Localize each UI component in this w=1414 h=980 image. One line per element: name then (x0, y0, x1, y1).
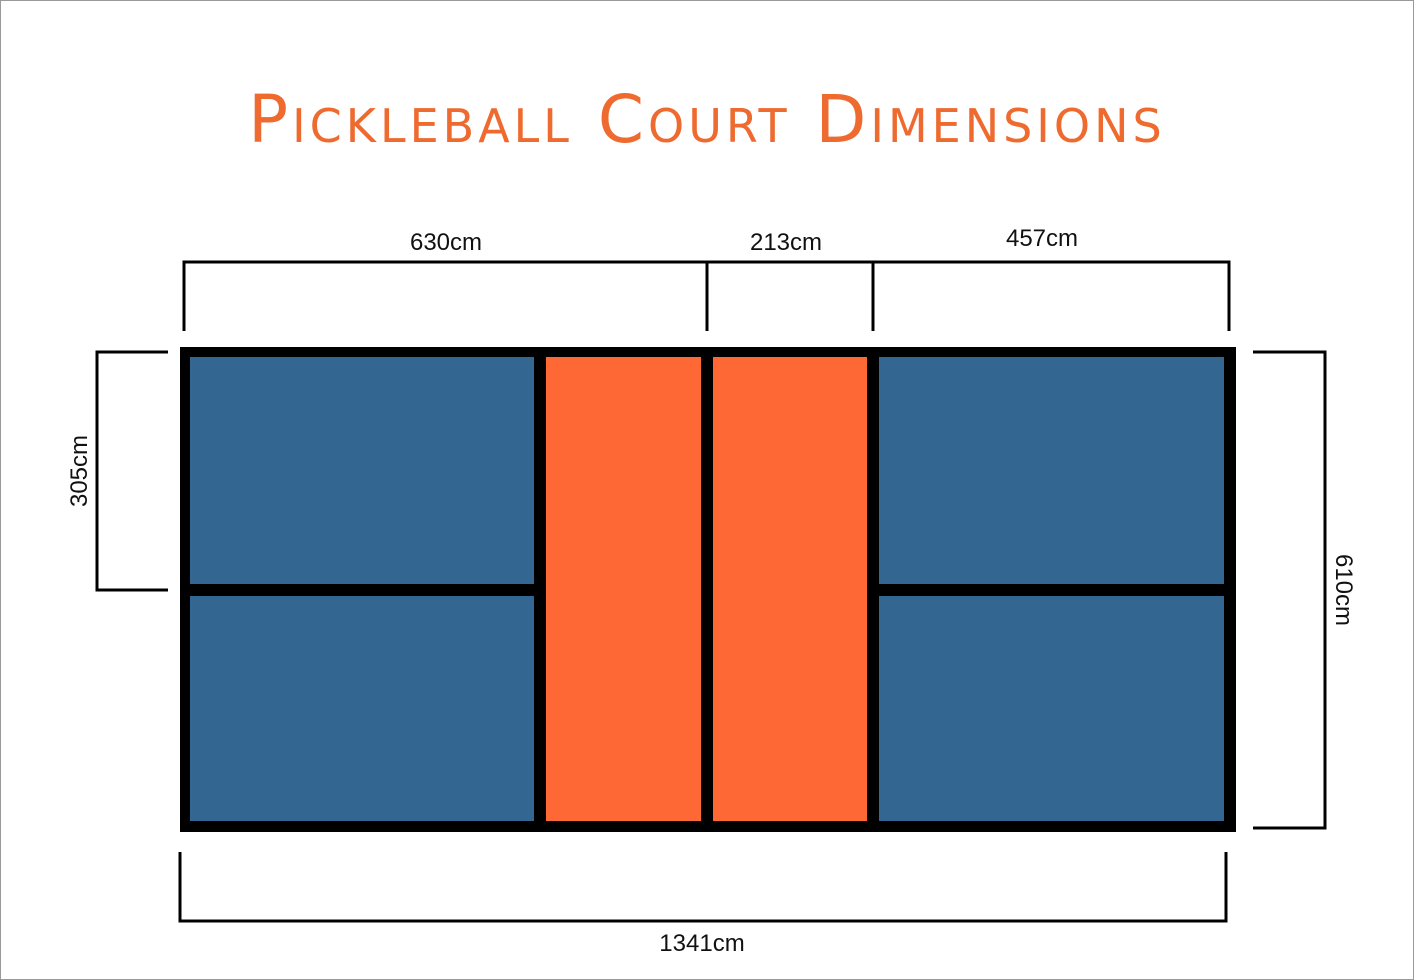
bottom-dimension-line (178, 852, 1228, 923)
kitchen-right (713, 357, 867, 821)
kitchen-left (546, 357, 701, 821)
label-kitchen-width: 213cm (750, 229, 822, 256)
diagram-title: Pickleball Court Dimensions (248, 81, 1166, 158)
label-baseline-to-kitchen: 630cm (410, 229, 482, 256)
left-dimension-line (95, 350, 168, 592)
label-service-box-width: 305cm (66, 435, 93, 507)
label-court-length: 1341cm (659, 930, 744, 957)
top-dimension-lines (182, 260, 1231, 331)
service-box-right-bottom (879, 596, 1224, 821)
label-kitchen-to-net-half: 457cm (1006, 225, 1078, 252)
label-court-width: 610cm (1330, 554, 1357, 626)
right-dimension-line (1253, 350, 1327, 830)
service-box-right-top (879, 357, 1224, 584)
service-box-left-top (190, 357, 534, 584)
service-box-left-bottom (190, 596, 534, 821)
